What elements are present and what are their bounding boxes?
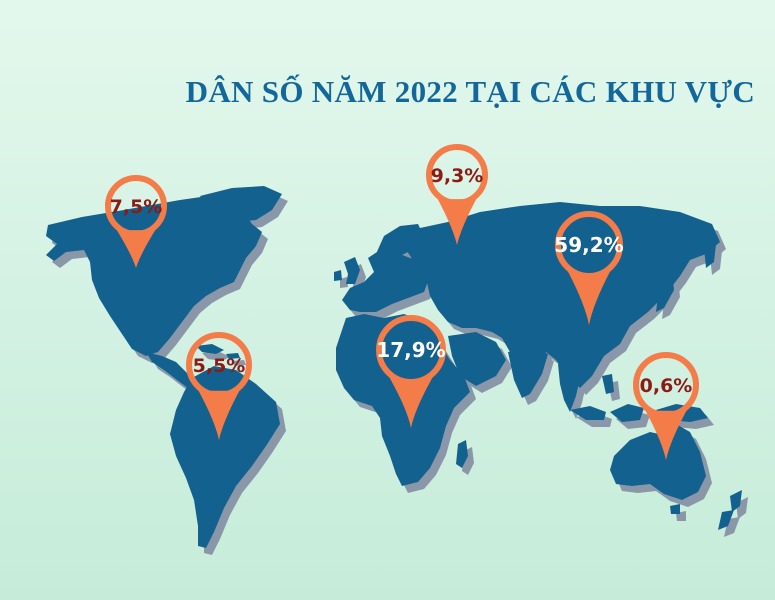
map-pin-africa: 17,9%	[376, 315, 446, 428]
pin-label-oceania: 0,6%	[640, 375, 693, 397]
pin-pointer	[116, 230, 156, 268]
pin-ring	[376, 315, 446, 385]
pin-ring	[105, 175, 167, 237]
map-pin-oceania: 0,6%	[633, 352, 699, 460]
page-title: DÂN SỐ NĂM 2022 TẠI CÁC KHU VỰC	[185, 74, 755, 109]
pin-pointer	[437, 199, 477, 245]
pin-ring	[633, 352, 699, 418]
pin-pointer	[567, 271, 611, 325]
pin-label-russia: 9,3%	[431, 165, 484, 187]
pin-pointer	[389, 377, 433, 428]
pin-ring	[426, 144, 488, 206]
pin-ring	[186, 332, 252, 398]
pin-label-africa: 17,9%	[376, 338, 445, 362]
pin-label-north-america: 7,5%	[110, 196, 163, 218]
map-pin-asia: 59,2%	[554, 211, 624, 325]
map-pin-south-america: 5,5%	[186, 332, 252, 440]
pin-label-asia: 59,2%	[554, 233, 623, 257]
pin-label-south-america: 5,5%	[193, 355, 246, 377]
pin-pointer	[198, 390, 240, 440]
map-pin-north-america: 7,5%	[105, 175, 167, 268]
pin-pointer	[645, 410, 687, 460]
pin-ring	[555, 211, 623, 279]
map-pin-russia: 9,3%	[426, 144, 488, 245]
